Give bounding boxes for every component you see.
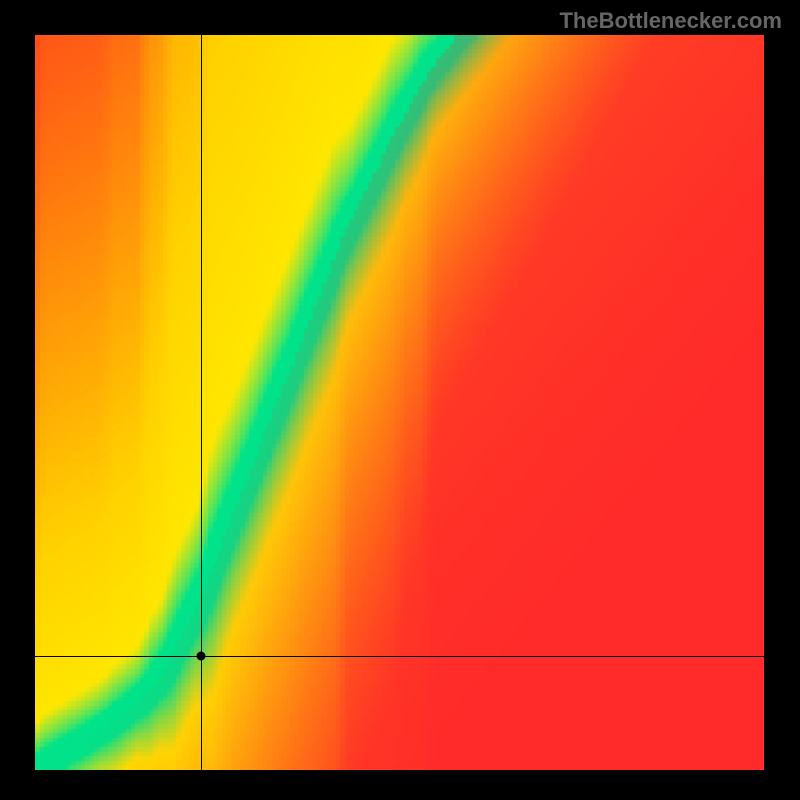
crosshair-marker-dot <box>197 652 206 661</box>
watermark: TheBottlenecker.com <box>559 8 782 34</box>
heatmap-plot <box>35 35 764 770</box>
heatmap-canvas <box>35 35 764 770</box>
crosshair-horizontal <box>35 656 764 657</box>
